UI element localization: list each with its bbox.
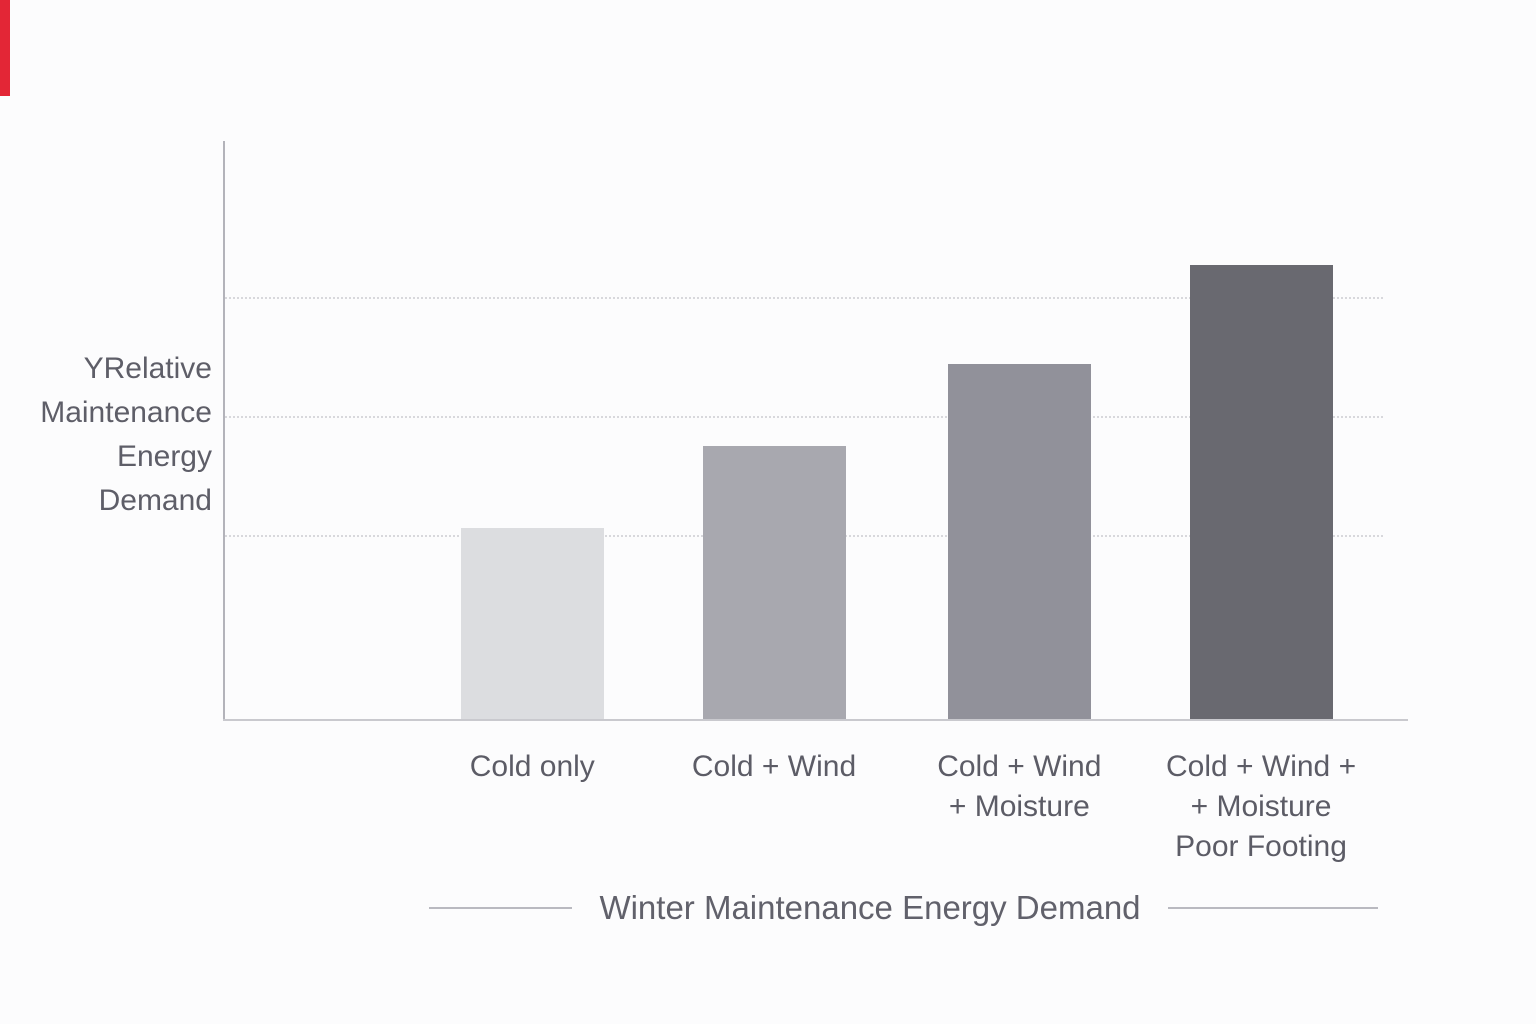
bar-4 (1189, 265, 1333, 719)
bar-2 (702, 446, 846, 719)
y-axis-title-line: Demand (98, 484, 212, 517)
x-axis-label-line: + Moisture (1190, 790, 1332, 823)
y-axis-title: YRelative Maintenance Energy Demand (0, 347, 212, 523)
caption-rule-left (429, 907, 572, 909)
x-axis-label-line: + Moisture (948, 790, 1090, 823)
y-axis-line (223, 141, 225, 721)
chart-caption: Winter Maintenance Energy Demand (429, 884, 1378, 932)
x-axis-label-4: Cold + Wind + + Moisture Poor Footing (1111, 747, 1411, 867)
x-axis-label-line: Cold + Wind (937, 750, 1102, 783)
x-axis-label-3: Cold + Wind + Moisture (869, 747, 1169, 827)
y-axis-title-line: Energy (116, 440, 212, 473)
x-axis-label-1: Cold only (382, 747, 682, 787)
chart-title: Winter Maintenance Energy Demand (599, 889, 1141, 926)
y-axis-title-line: Maintenance (40, 396, 212, 429)
left-edge-red-strip (0, 0, 10, 96)
bar-1 (460, 528, 604, 719)
gridline (225, 296, 1383, 299)
x-axis-label-line: Poor Footing (1175, 830, 1347, 863)
x-axis-line (223, 719, 1408, 721)
x-axis-label-line: Cold + Wind + (1166, 750, 1357, 783)
x-axis-label-2: Cold + Wind (624, 747, 924, 787)
x-axis-label-line: Cold only (469, 750, 595, 783)
x-axis-label-line: Cold + Wind (691, 750, 857, 783)
gridline (225, 415, 1383, 418)
caption-rule-right (1168, 907, 1378, 909)
bar-3 (947, 364, 1091, 719)
x-axis-labels: Cold only Cold + Wind Cold + Wind + Moistur… (223, 747, 1408, 897)
plot-area (223, 141, 1408, 719)
y-axis-title-line: YRelative (83, 352, 212, 385)
